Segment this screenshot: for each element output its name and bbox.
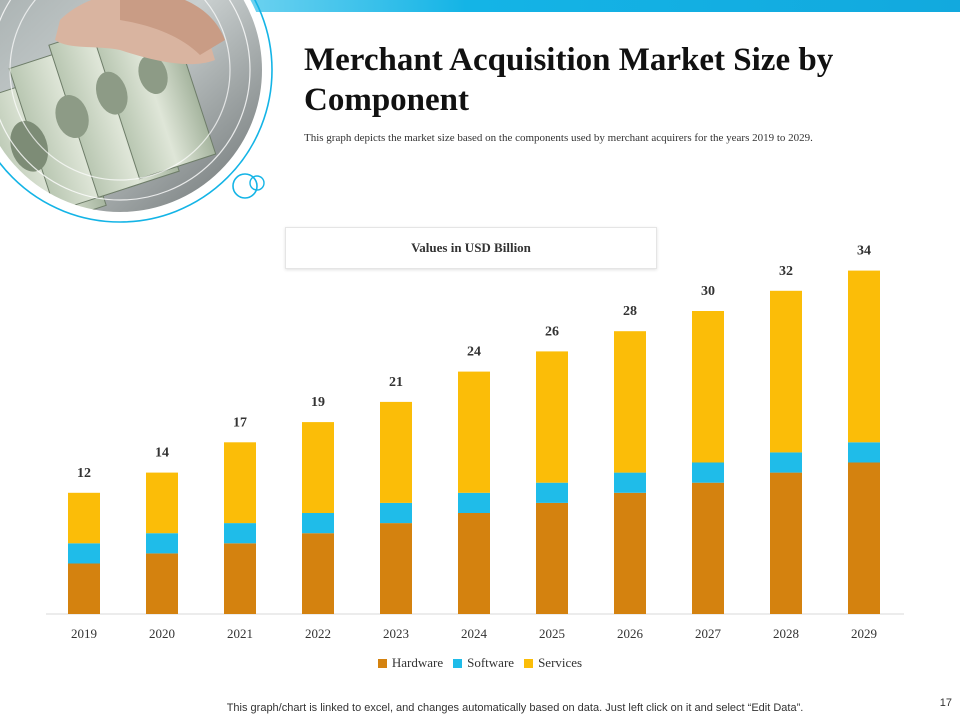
bar-software-2025 [536, 482, 568, 503]
bar-hardware-2029 [848, 462, 880, 614]
bar-software-2028 [770, 452, 802, 473]
top-accent-bar [200, 0, 960, 12]
bar-services-2028 [770, 290, 802, 453]
total-label-2024: 24 [467, 345, 481, 360]
bar-hardware-2026 [614, 492, 646, 614]
legend-label-software: Software [467, 655, 515, 670]
units-label-box: Values in USD Billion [285, 227, 657, 269]
total-label-2027: 30 [701, 284, 715, 299]
x-tick-label-2021: 2021 [227, 626, 253, 641]
bar-services-2029 [848, 270, 880, 443]
legend-item-services: Services [524, 655, 582, 671]
legend-swatch-hardware [377, 658, 387, 668]
legend-item-hardware: Hardware [377, 655, 444, 671]
bar-services-2019 [68, 492, 100, 544]
bar-hardware-2023 [380, 523, 412, 614]
total-label-2023: 21 [389, 375, 403, 390]
bar-software-2024 [458, 492, 490, 513]
bar-software-2019 [68, 543, 100, 564]
x-tick-label-2027: 2027 [695, 626, 722, 641]
bar-hardware-2021 [224, 543, 256, 614]
bar-hardware-2019 [68, 563, 100, 614]
slide-title: Merchant Acquisition Market Size by Comp… [304, 42, 834, 118]
x-tick-label-2022: 2022 [305, 626, 331, 641]
bar-hardware-2024 [458, 513, 490, 614]
bar-hardware-2027 [692, 482, 724, 614]
x-tick-label-2028: 2028 [773, 626, 799, 641]
footer-note: This graph/chart is linked to excel, and… [226, 702, 804, 714]
bar-hardware-2020 [146, 553, 178, 614]
x-tick-label-2025: 2025 [539, 626, 565, 641]
legend-swatch-software [453, 658, 463, 668]
x-tick-label-2024: 2024 [461, 626, 488, 641]
total-label-2022: 19 [311, 395, 325, 410]
legend-item-software: Software [453, 655, 514, 671]
total-label-2025: 26 [545, 324, 559, 339]
bar-software-2026 [614, 472, 646, 493]
x-tick-label-2023: 2023 [383, 626, 409, 641]
bar-services-2024 [458, 371, 490, 493]
slide-subtitle: This graph depicts the market size based… [304, 132, 813, 144]
bar-hardware-2028 [770, 472, 802, 614]
total-label-2019: 12 [77, 466, 91, 481]
x-tick-label-2019: 2019 [71, 626, 97, 641]
total-label-2029: 34 [857, 244, 871, 259]
chart-legend: Hardware Software Services [0, 655, 960, 671]
page-number: 17 [939, 697, 952, 709]
bar-services-2022 [302, 422, 334, 513]
bar-services-2026 [614, 331, 646, 473]
bar-services-2027 [692, 311, 724, 463]
bar-hardware-2025 [536, 502, 568, 614]
bar-software-2020 [146, 533, 178, 554]
bar-software-2027 [692, 462, 724, 483]
bar-services-2021 [224, 442, 256, 524]
total-label-2020: 14 [155, 446, 169, 461]
bar-services-2025 [536, 351, 568, 483]
legend-swatch-services [524, 658, 534, 668]
legend-label-hardware: Hardware [391, 655, 444, 670]
x-tick-label-2020: 2020 [149, 626, 175, 641]
bar-software-2023 [380, 502, 412, 524]
bar-services-2020 [146, 472, 178, 534]
legend-label-services: Services [538, 655, 583, 670]
bar-services-2023 [380, 401, 412, 503]
units-label: Values in USD Billion [411, 240, 531, 255]
bar-software-2029 [848, 442, 880, 463]
x-tick-label-2026: 2026 [617, 626, 644, 641]
total-label-2021: 17 [233, 415, 247, 430]
bar-software-2021 [224, 523, 256, 544]
x-tick-label-2029: 2029 [851, 626, 877, 641]
bar-software-2022 [302, 513, 334, 534]
money-photo [0, 0, 280, 285]
total-label-2026: 28 [623, 304, 637, 319]
bar-hardware-2022 [302, 533, 334, 614]
total-label-2028: 32 [779, 264, 793, 279]
